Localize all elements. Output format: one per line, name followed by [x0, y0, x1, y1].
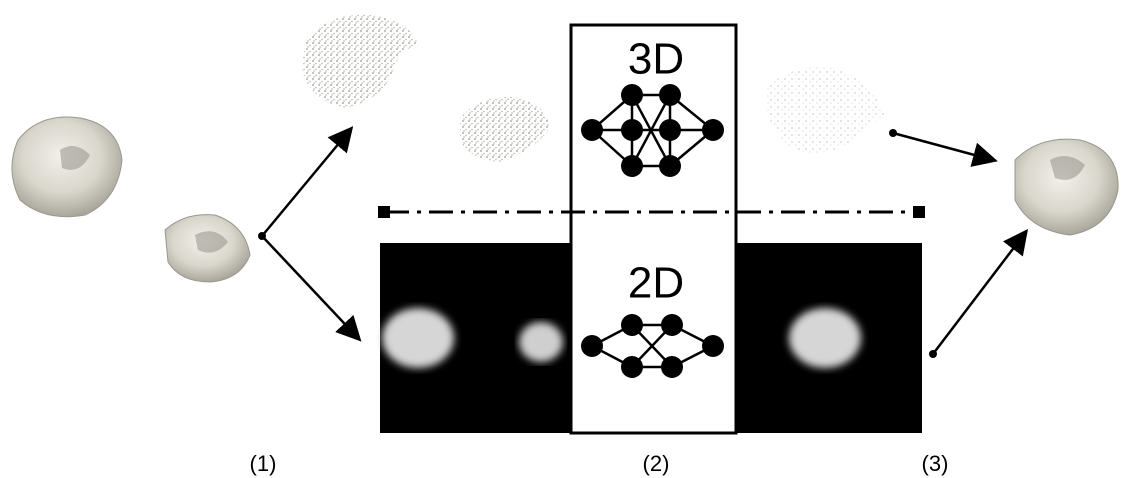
- network-label: 2D: [628, 259, 684, 308]
- arrow-origin: [889, 129, 897, 137]
- network-box: [571, 25, 736, 433]
- arrow-origin: [258, 232, 266, 240]
- tooth-model: [1015, 139, 1118, 235]
- depth-image: [789, 308, 861, 368]
- depth-image: [382, 308, 454, 368]
- step-label: (2): [643, 451, 670, 476]
- point-cloud: [765, 67, 885, 153]
- depth-image: [519, 322, 563, 362]
- separator-end: [378, 206, 390, 218]
- step-label: (1): [250, 451, 277, 476]
- separator-end: [913, 206, 925, 218]
- point-cloud: [302, 15, 418, 108]
- step-label: (3): [922, 451, 949, 476]
- point-cloud: [460, 97, 550, 162]
- diagram: 3D 2D (1) (2) (3): [0, 0, 1126, 478]
- network-label: 3D: [628, 35, 684, 84]
- arrow-origin: [929, 350, 937, 358]
